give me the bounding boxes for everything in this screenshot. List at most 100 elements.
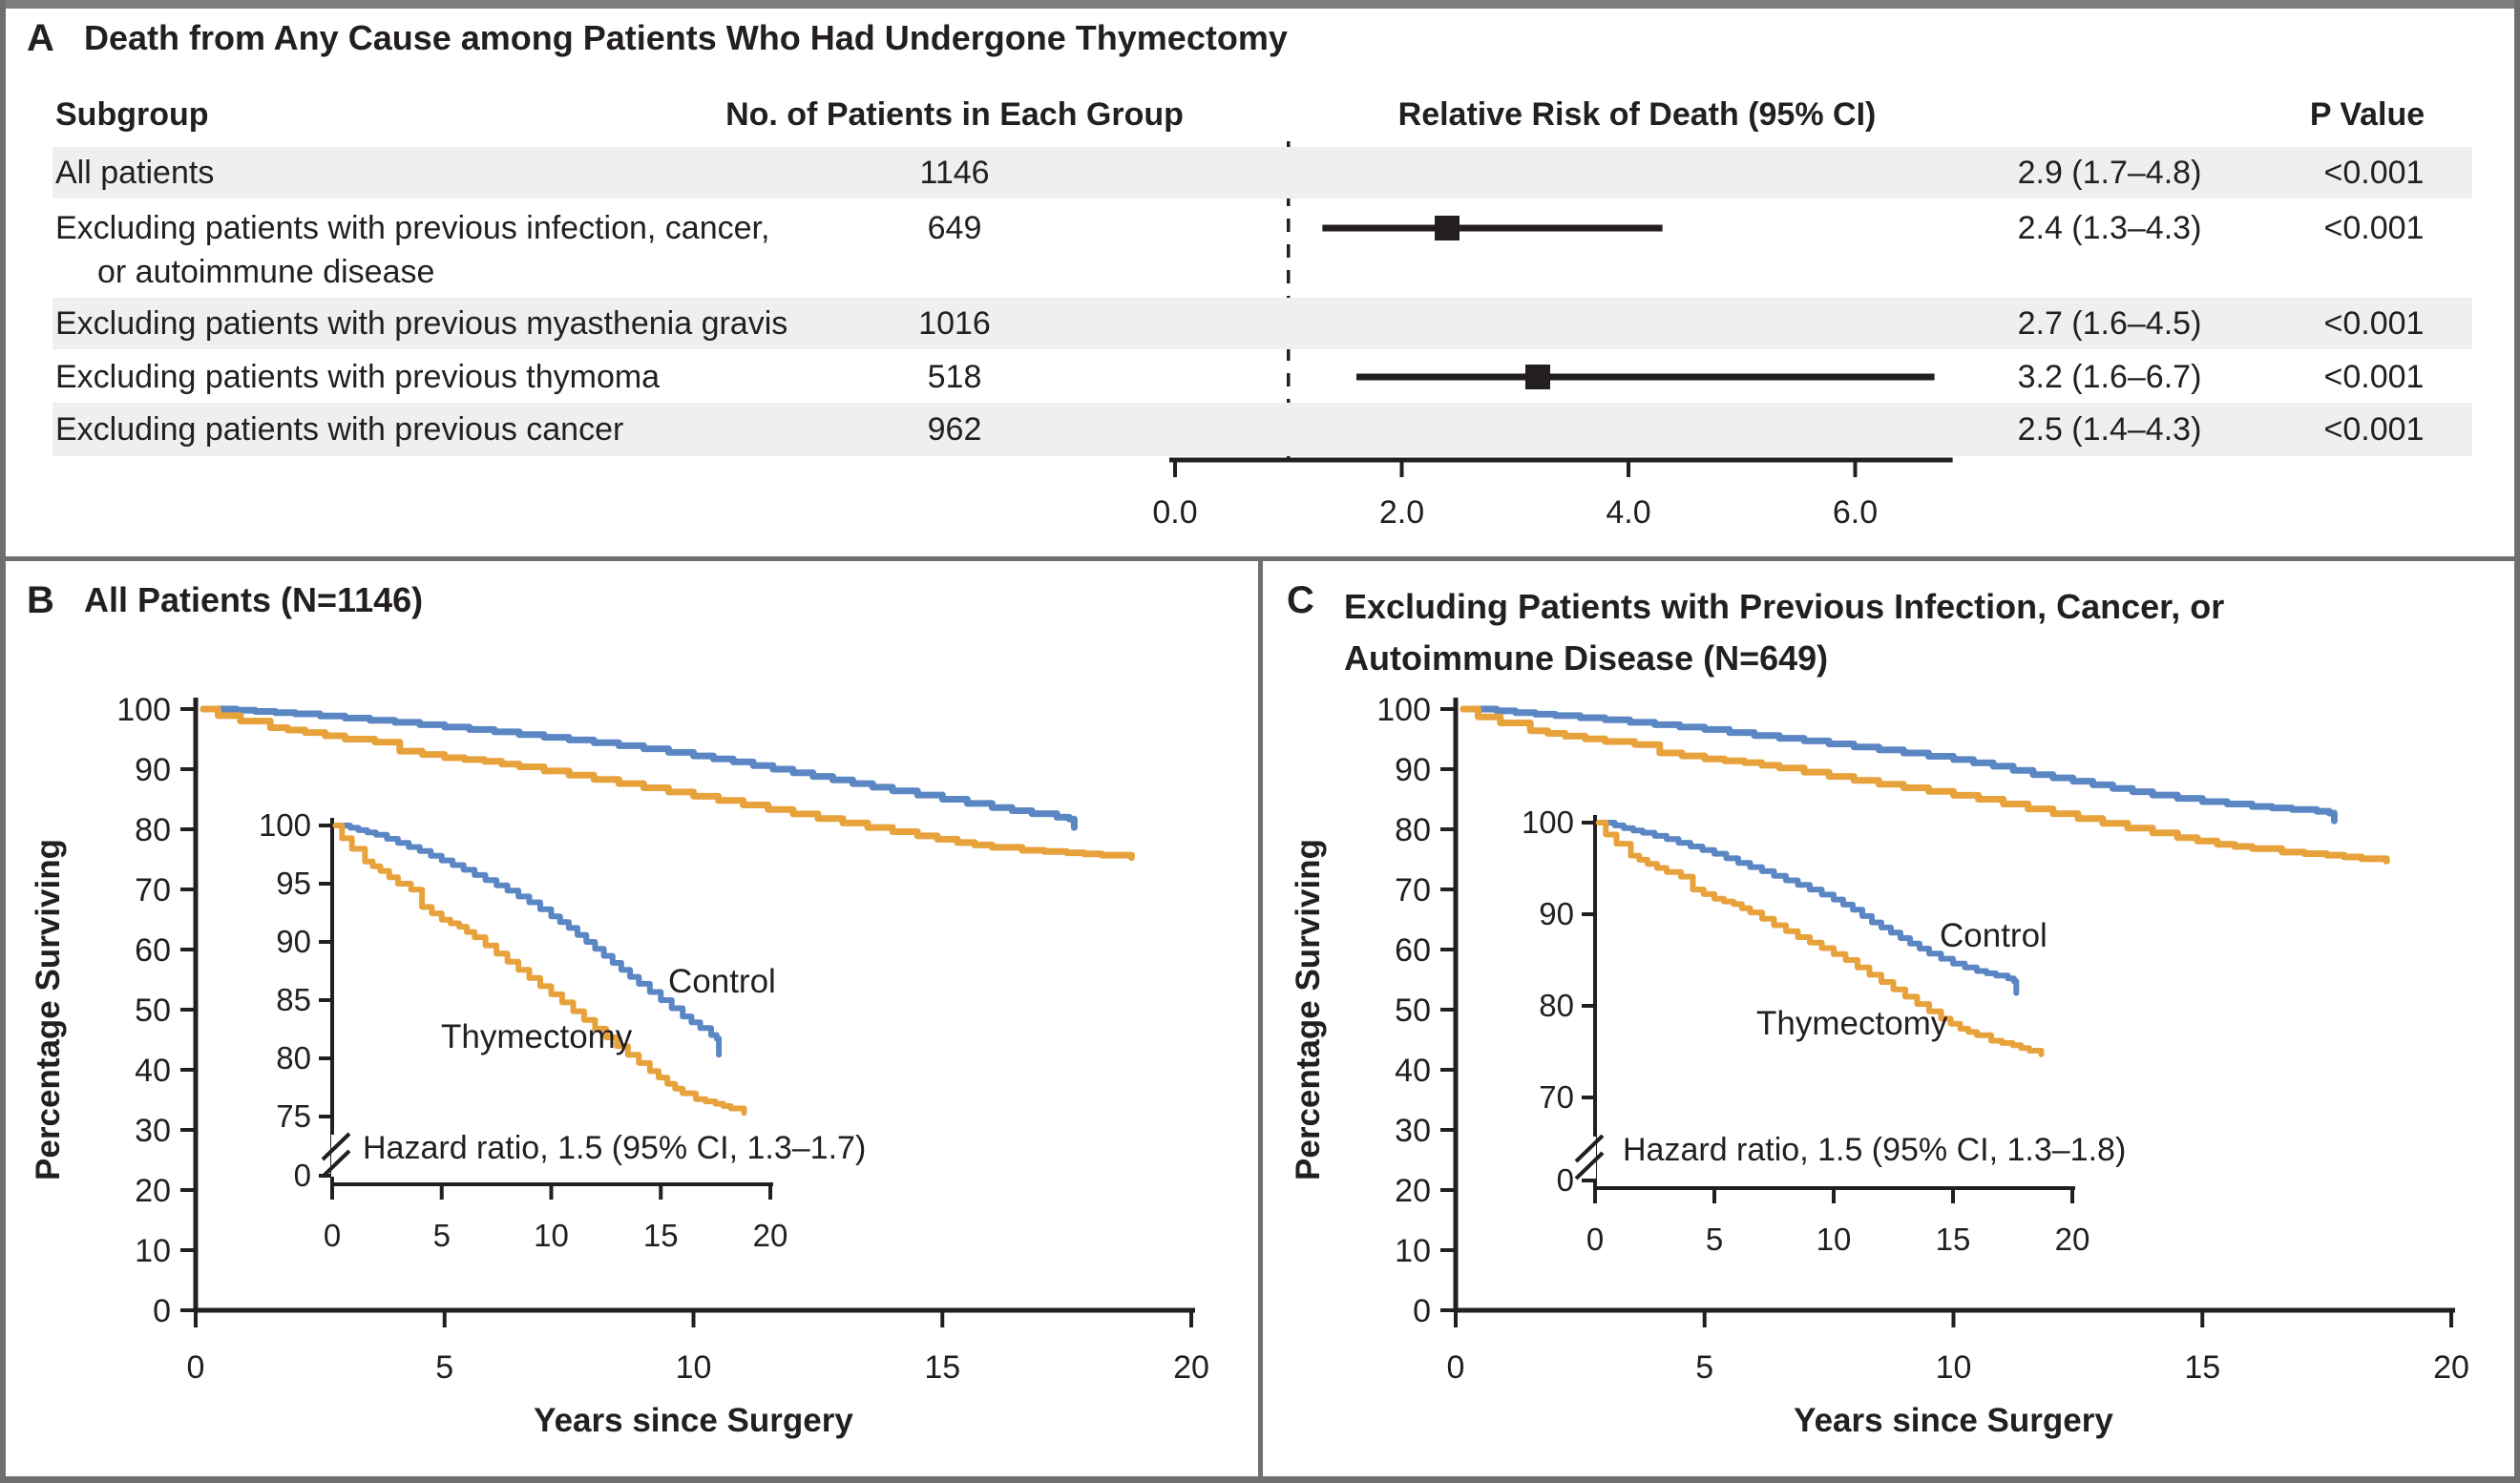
x-axis-label: Years since Surgery [534,1402,853,1439]
series-label-control: Control [1940,917,2048,954]
border-left [0,0,6,1483]
estimate-value: 2.9 (1.7–4.8) [2017,155,2202,191]
inset-y-tick-label: 80 [1539,988,1574,1023]
panel-b-letter: B [27,579,54,621]
table-row: Excluding patients with previous thymoma… [52,351,2472,403]
n-patients-value: 649 [927,210,982,246]
series-label-thymectomy: Thymectomy [441,1018,633,1055]
estimate-value: 2.4 (1.3–4.3) [2017,210,2202,246]
subgroup-line2: or autoimmune disease [97,254,435,290]
subgroup-label: Excluding patients with previous cancer [55,411,624,448]
n-patients-value: 962 [927,411,982,448]
y-tick-label: 0 [1413,1293,1431,1329]
x-tick-label: 5 [1695,1349,1713,1386]
n-patients-value: 1146 [919,155,990,191]
x-tick-label: 20 [1173,1349,1209,1386]
border-right [2514,0,2520,1483]
inset-x-tick-label: 5 [1706,1222,1723,1257]
km-curve-thymectomy [1460,705,2390,865]
inset-x-tick-label: 20 [2055,1222,2090,1257]
p-value: <0.001 [2323,210,2425,246]
inset-km-curve-control [1603,820,2020,996]
inset-x-tick-label: 15 [643,1218,679,1253]
subgroup-label: Excluding patients with previous thymoma [55,359,661,395]
y-tick-label: 20 [1395,1173,1431,1209]
inset-x-tick-label: 5 [433,1218,451,1253]
y-tick-label: 0 [153,1293,171,1329]
y-axis-label: Percentage Surviving [30,839,67,1180]
forest-axis-tick-label: 0.0 [1152,494,1197,531]
table-row: All patients 1146 2.9 (1.7–4.8) <0.001 [52,147,2472,198]
x-tick-label: 10 [1936,1349,1972,1386]
inset-km-curve-thymectomy [332,823,747,1117]
inset-zero-label: 0 [294,1158,311,1193]
point-estimate-marker [1435,216,1460,240]
point-estimate-marker [1525,365,1550,389]
series-label-control: Control [668,963,776,1000]
inset-y-tick-label: 100 [259,807,311,843]
y-tick-label: 100 [1376,692,1431,728]
n-patients-value: 1016 [918,305,991,342]
p-value: <0.001 [2323,305,2425,342]
column-header-subgroup: Subgroup [55,96,209,133]
x-axis-label: Years since Surgery [1794,1402,2113,1439]
subgroup-label: All patients [55,155,215,191]
inset-x-tick-label: 10 [1816,1222,1852,1257]
km-curve-thymectomy [200,705,1135,862]
km-curve-control [1475,705,2338,825]
axis-break-mark [1574,1134,1605,1163]
y-tick-label: 90 [135,752,171,788]
panel-c-title: Excluding Patients with Previous Infecti… [1344,587,2225,678]
hazard-ratio-annotation: Hazard ratio, 1.5 (95% CI, 1.3–1.8) [1623,1132,2126,1168]
x-tick-label: 5 [435,1349,453,1386]
y-tick-label: 10 [1395,1233,1431,1269]
y-tick-label: 80 [1395,812,1431,848]
y-tick-label: 70 [1395,872,1431,909]
x-tick-label: 15 [2184,1349,2220,1386]
inset-y-tick-label: 95 [276,866,311,901]
axis-break-mark [1574,1151,1605,1180]
x-tick-label: 0 [1447,1349,1465,1386]
y-tick-label: 80 [135,812,171,848]
border-top [0,0,2520,9]
km-curve-control [215,705,1078,831]
inset-y-tick-label: 75 [276,1098,311,1134]
subgroup-line1: Excluding patients with previous infecti… [55,210,770,246]
inset-zero-label: 0 [1557,1162,1574,1198]
y-tick-label: 20 [135,1173,171,1209]
p-value: <0.001 [2323,359,2425,395]
forest-axis-tick-label: 2.0 [1379,494,1424,531]
panel-a-letter: A [27,17,54,59]
inset-y-tick-label: 100 [1522,804,1574,840]
axis-break-mark [321,1149,351,1179]
y-tick-label: 50 [135,992,171,1029]
x-tick-label: 15 [924,1349,960,1386]
y-tick-label: 40 [1395,1053,1431,1089]
table-row: Excluding patients with previous infecti… [52,198,2472,300]
inset-y-tick-label: 80 [276,1040,311,1076]
p-value: <0.001 [2323,155,2425,191]
forest-axis-tick-label: 4.0 [1606,494,1650,531]
y-tick-label: 70 [135,872,171,909]
panel-c-letter: C [1287,579,1314,621]
y-tick-label: 60 [135,932,171,969]
forest-axis-tick-label: 6.0 [1833,494,1878,531]
estimate-value: 2.7 (1.6–4.5) [2017,305,2202,342]
y-tick-label: 30 [135,1113,171,1149]
y-tick-label: 10 [135,1233,171,1269]
inset-y-tick-label: 90 [1539,896,1574,931]
column-header-p-value: P Value [2309,96,2426,133]
inset-y-tick-label: 85 [276,982,311,1017]
inset-km-curve-thymectomy [1595,820,2045,1057]
inset-x-tick-label: 20 [753,1218,788,1253]
x-tick-label: 0 [187,1349,205,1386]
series-label-thymectomy: Thymectomy [1756,1005,1948,1042]
inset-km-curve-control [339,823,723,1058]
x-tick-label: 10 [676,1349,712,1386]
y-tick-label: 40 [135,1053,171,1089]
y-axis-label: Percentage Surviving [1290,839,1327,1180]
